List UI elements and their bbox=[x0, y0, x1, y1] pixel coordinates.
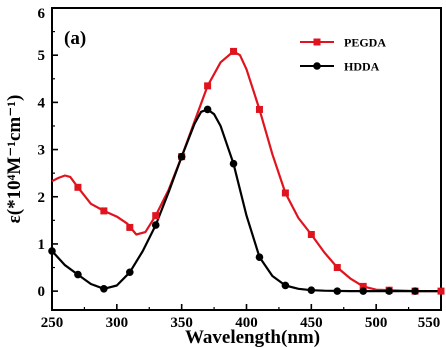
series-curves bbox=[51, 50, 441, 293]
y-tick-label: 6 bbox=[38, 6, 46, 22]
x-tick-label: 350 bbox=[170, 315, 193, 331]
data-point-hdda bbox=[255, 253, 264, 261]
data-point-hdda bbox=[48, 247, 56, 255]
x-tick-label: 400 bbox=[235, 315, 258, 331]
data-point-hdda bbox=[151, 221, 160, 229]
data-point-pegda bbox=[126, 223, 134, 231]
x-tick-label: 550 bbox=[418, 315, 441, 331]
data-point-hdda bbox=[203, 105, 212, 114]
legend: PEGDA HDDA bbox=[300, 36, 386, 74]
series-markers bbox=[48, 47, 445, 295]
legend-marker-pegda bbox=[313, 38, 321, 46]
data-point-pegda bbox=[359, 282, 367, 290]
data-point-pegda bbox=[307, 231, 315, 238]
data-point-pegda bbox=[281, 189, 289, 197]
data-point-hdda bbox=[359, 287, 368, 295]
x-tick-label: 300 bbox=[106, 315, 129, 331]
data-point-hdda bbox=[307, 286, 316, 294]
data-point-pegda bbox=[152, 212, 160, 220]
legend-label-hdda: HDDA bbox=[344, 60, 380, 74]
y-tick-label: 4 bbox=[38, 95, 46, 111]
data-point-pegda bbox=[230, 47, 238, 55]
data-point-hdda bbox=[177, 152, 186, 161]
y-tick-label: 1 bbox=[38, 237, 46, 253]
data-point-hdda bbox=[411, 287, 419, 295]
data-point-hdda bbox=[281, 281, 290, 290]
plot-frame bbox=[51, 7, 442, 311]
data-point-hdda bbox=[385, 287, 393, 295]
legend-marker-hdda bbox=[313, 62, 321, 70]
data-point-pegda bbox=[437, 287, 445, 295]
y-axis-label: ε(*10⁴M⁻¹cm⁻¹) bbox=[4, 95, 25, 224]
x-tick-label: 250 bbox=[41, 315, 64, 331]
y-tick-label: 3 bbox=[38, 143, 46, 159]
data-point-hdda bbox=[333, 287, 342, 295]
x-axis-label: Wavelength(nm) bbox=[185, 327, 320, 348]
data-point-hdda bbox=[100, 284, 108, 293]
data-point-hdda bbox=[126, 268, 134, 277]
legend-label-pegda: PEGDA bbox=[344, 36, 386, 50]
data-point-pegda bbox=[74, 183, 82, 191]
data-point-hdda bbox=[229, 159, 238, 168]
data-point-pegda bbox=[255, 105, 263, 113]
data-point-pegda bbox=[204, 82, 212, 90]
x-tick-label: 500 bbox=[365, 315, 388, 331]
x-axis-ticks: 250 300 350 400 450 500 550 bbox=[41, 304, 442, 331]
series-line-hdda bbox=[51, 108, 441, 293]
data-point-hdda bbox=[74, 270, 82, 279]
y-tick-label: 5 bbox=[38, 48, 46, 64]
panel-label: (a) bbox=[64, 28, 86, 49]
x-tick-label: 450 bbox=[300, 315, 323, 331]
series-line-pegda bbox=[51, 50, 441, 293]
data-point-pegda bbox=[333, 264, 341, 272]
y-axis-ticks: 0 1 2 3 4 5 6 bbox=[38, 6, 58, 300]
y-tick-label: 2 bbox=[38, 190, 46, 206]
data-point-pegda bbox=[100, 207, 108, 215]
y-tick-label: 0 bbox=[38, 284, 46, 300]
